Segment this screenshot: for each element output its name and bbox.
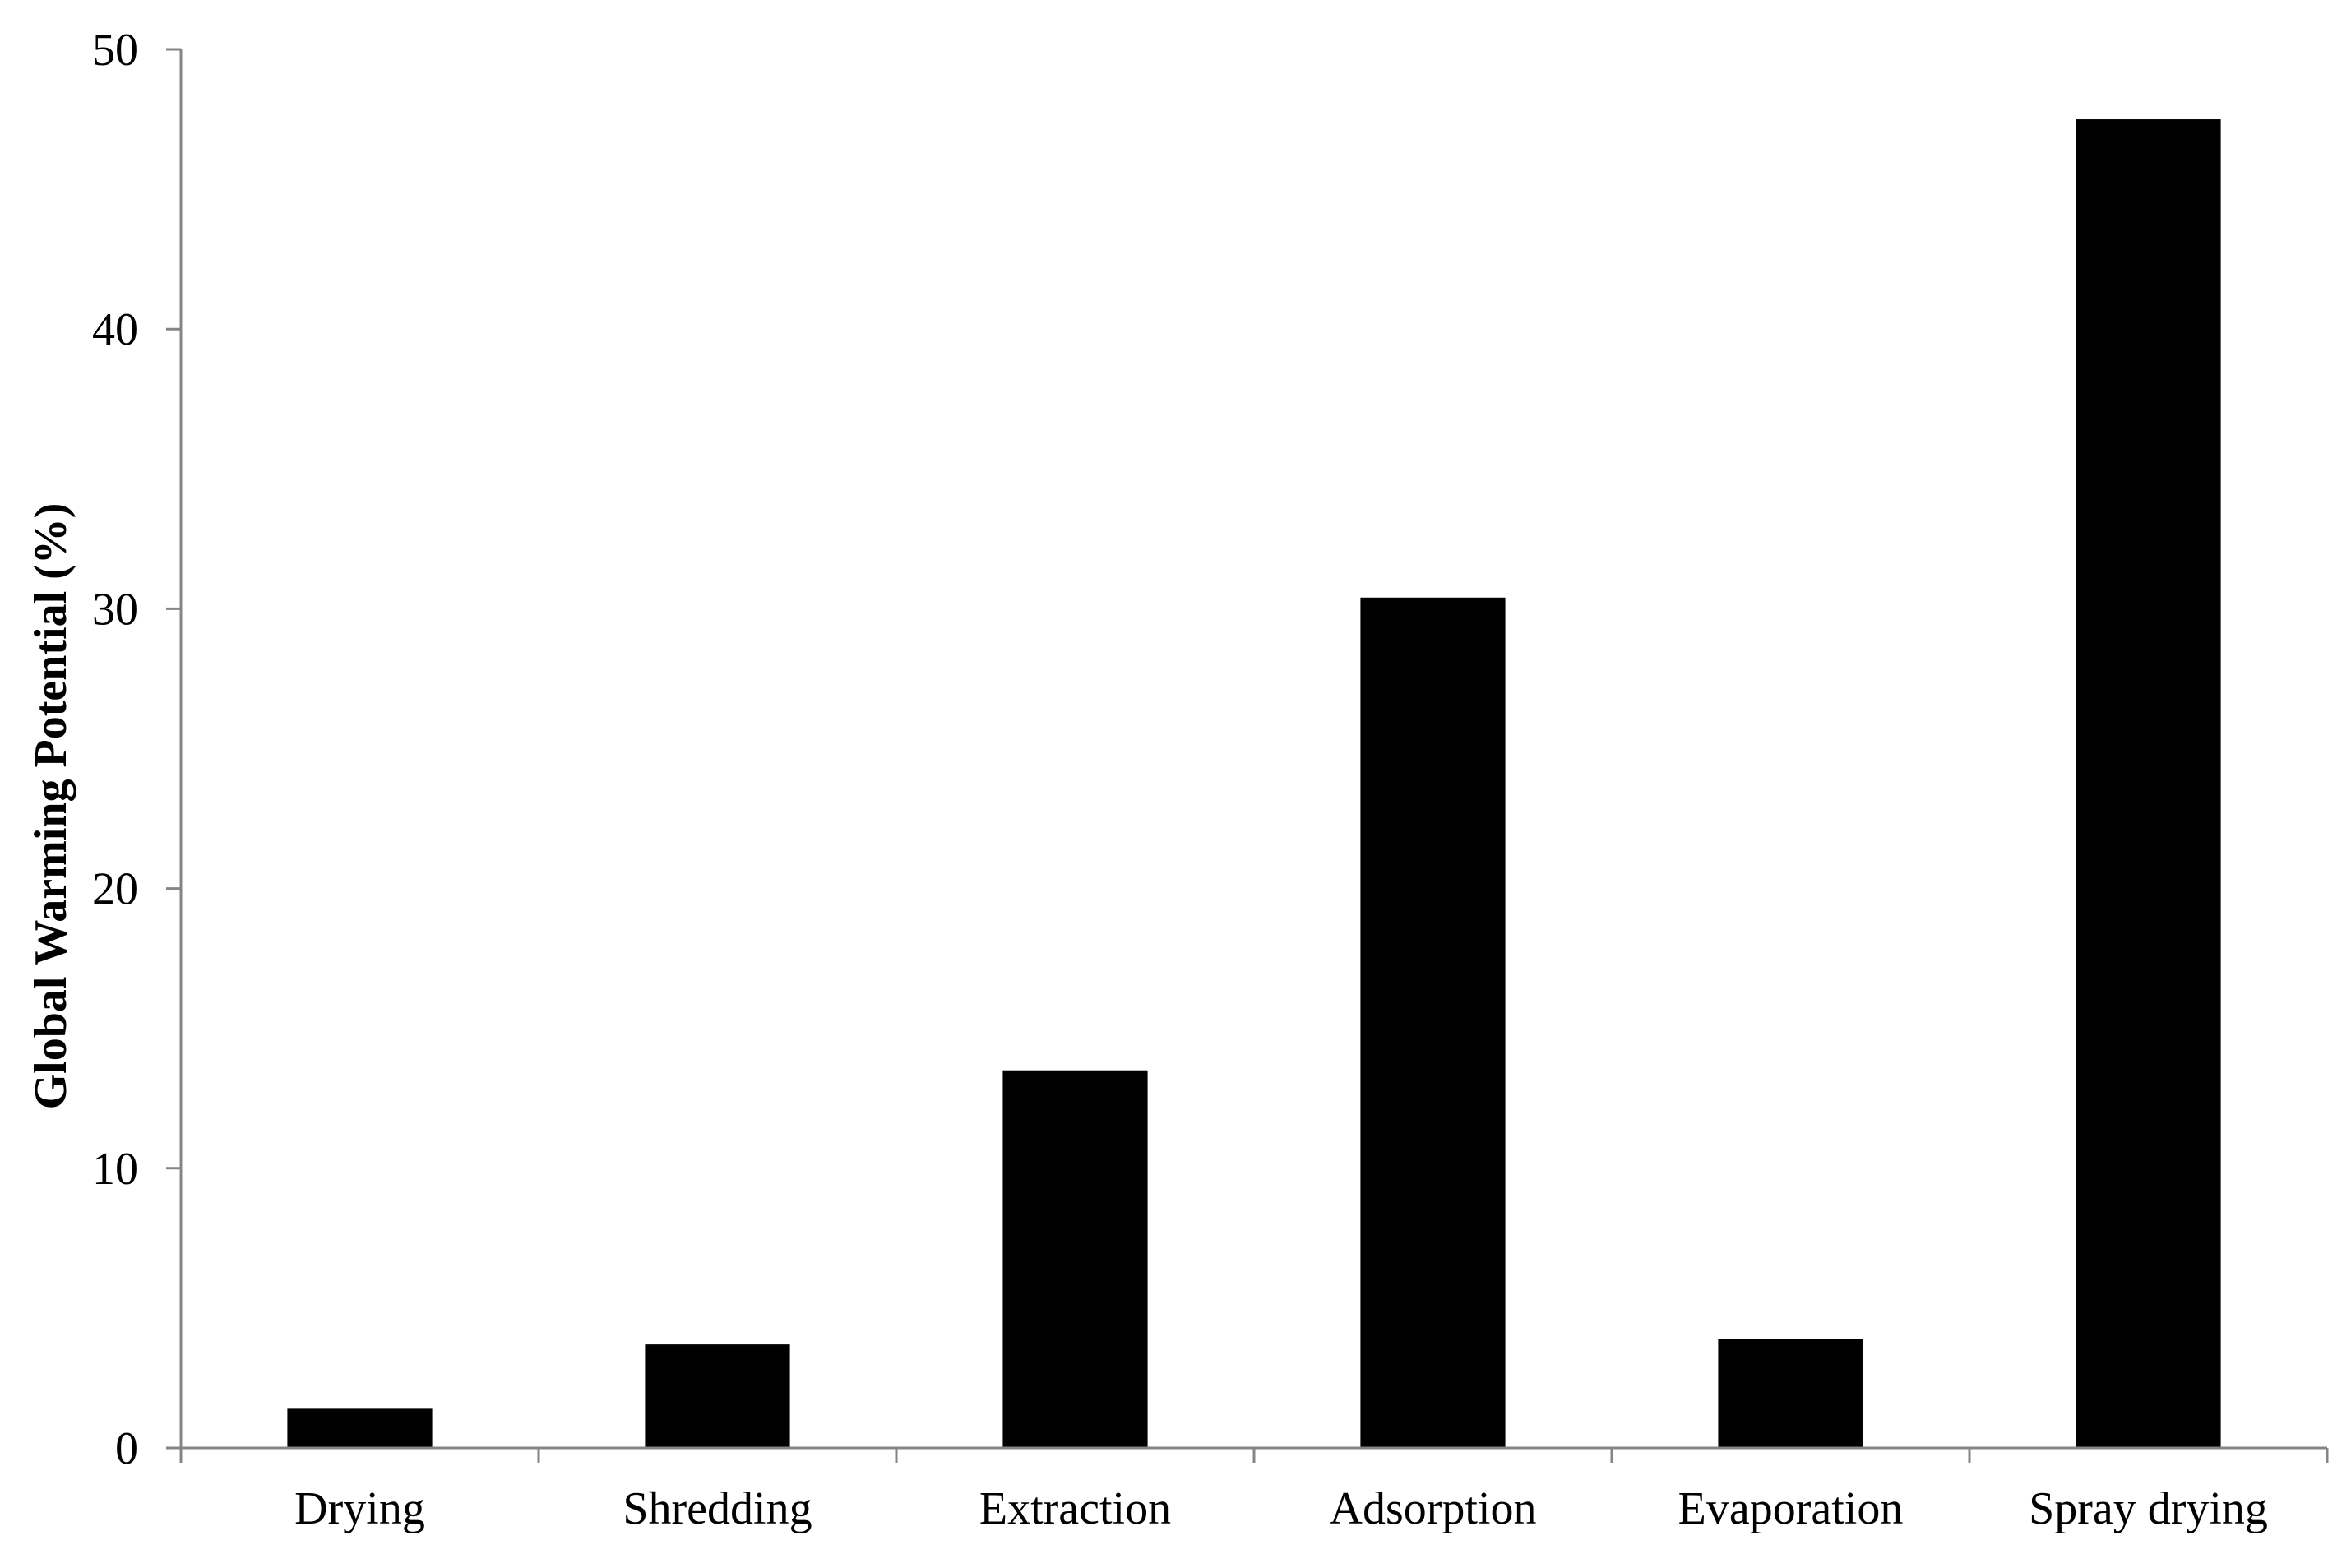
y-tick-label: 10 <box>92 1144 138 1195</box>
y-tick-label: 0 <box>115 1423 138 1474</box>
y-axis-ticks: 0 10 20 30 40 50 <box>92 25 181 1474</box>
y-tick-label: 40 <box>92 304 138 355</box>
x-tick-label: Drying <box>294 1483 425 1534</box>
x-tick-label: Adsorption <box>1330 1483 1537 1534</box>
bar-extraction <box>1002 1070 1148 1448</box>
bar-spray-drying <box>2076 119 2221 1448</box>
bar-adsorption <box>1360 597 1506 1448</box>
x-tick-label: Spray drying <box>2029 1483 2268 1534</box>
x-axis-ticks: Drying Shredding Extraction Adsorption Evapo… <box>179 1448 2329 1534</box>
bar-drying <box>287 1408 433 1448</box>
y-axis-title: Global Warming Potential (%) <box>25 503 76 1110</box>
bars <box>287 119 2221 1448</box>
y-tick-label: 20 <box>92 864 138 915</box>
x-tick-label: Shredding <box>622 1483 812 1534</box>
x-tick-label: Evaporation <box>1678 1483 1904 1534</box>
bar-evaporation <box>1718 1339 1863 1448</box>
x-tick-label: Extraction <box>979 1483 1171 1534</box>
y-tick-label: 50 <box>92 25 138 76</box>
bar-shredding <box>645 1344 790 1448</box>
y-tick-label: 30 <box>92 584 138 635</box>
axes <box>179 49 2327 1450</box>
